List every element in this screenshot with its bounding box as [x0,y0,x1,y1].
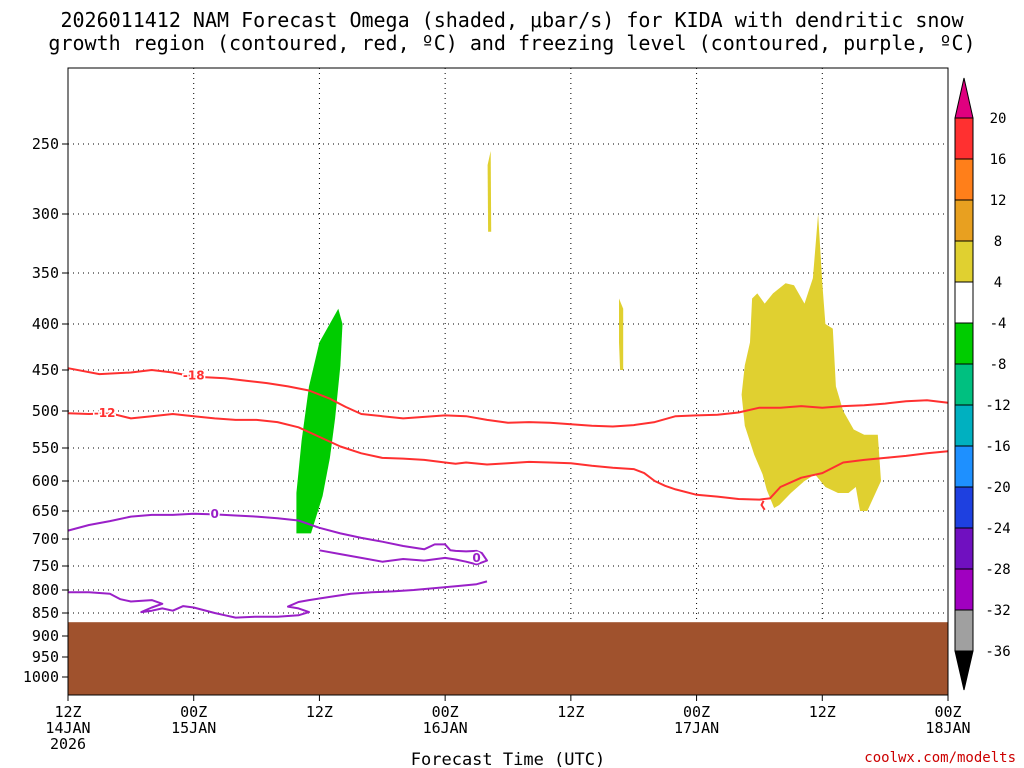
pressure-tick-label: 800 [32,581,59,599]
colorbar-tick-label: -8 [990,357,1007,373]
isotherm-minus12-label: -12 [94,406,116,420]
omega-green-region [296,308,343,534]
x-axis-label: Forecast Time (UTC) [411,750,605,768]
pressure-tick-label: 850 [32,604,59,622]
pressure-tick-label: 500 [32,402,59,420]
time-tick-label: 18JAN [925,719,970,737]
time-tick-label: 12Z [809,703,836,721]
colorbar-tick-label: -36 [985,644,1010,660]
time-tick-label: 2026 [50,735,86,753]
colorbar-segment [954,527,974,570]
pressure-tick-label: 600 [32,472,59,490]
pressure-tick-label: 450 [32,361,59,379]
colorbar-tick-label: -32 [985,603,1010,619]
freezing-level-upper-label: 0 [210,507,218,521]
omega-yellow-region-mid [619,298,624,370]
colorbar-segment [954,322,974,365]
colorbar-segment [954,281,974,324]
time-tick-label: 12Z [306,703,333,721]
chart-title-line-2: growth region (contoured, red, ºC) and f… [48,31,975,55]
colorbar-segment [954,199,974,242]
pressure-tick-label: 950 [32,648,59,666]
pressure-tick-label: 650 [32,502,59,520]
colorbar-tick-label: 12 [990,193,1007,209]
omega-shading-layer [296,151,881,534]
pressure-tick-label: 300 [32,205,59,223]
time-tick-label: 00Z [432,703,459,721]
time-tick-label: 12Z [54,703,81,721]
colorbar-tick-label: 16 [990,152,1007,168]
pressure-tick-label: 400 [32,315,59,333]
freezing-level-upper [67,512,488,566]
colorbar-tick-label: -16 [985,439,1010,455]
pressure-axis: 250 300 350 400 450 500 550 600 650 700 750 800 850 9… [23,135,68,686]
isotherm-minus18-label: -18 [183,369,205,383]
freezing-level-lower-label: 0 [472,551,480,565]
omega-yellow-region-east [741,214,881,511]
pressure-tick-label: 900 [32,627,59,645]
colorbar-tick-label: 8 [994,234,1002,250]
colorbar-segment [954,117,974,160]
colorbar-tick-label: -28 [985,562,1010,578]
colorbar-tick-label: 4 [994,275,1002,291]
isotherm-minus12 [67,412,949,501]
pressure-tick-label: 750 [32,557,59,575]
colorbar-bottom-arrow [954,650,974,691]
freezing-level-lower [68,580,488,619]
colorbar-segment [954,158,974,201]
time-tick-label: 16JAN [423,719,468,737]
colorbar-segment [954,240,974,283]
time-tick-label: 12Z [557,703,584,721]
underground-mask-layer [68,622,948,695]
pressure-tick-label: 1000 [23,668,59,686]
pressure-tick-label: 700 [32,530,59,548]
time-tick-label: 17JAN [674,719,719,737]
colorbar-segment [954,486,974,529]
colorbar-tick-label: -20 [985,480,1010,496]
colorbar-segment [954,568,974,611]
plot-area: -18 -12 0 0 [67,67,949,696]
colorbar-legend: 20 16 12 8 4 -4 -8 -12 -16 -20 -24 -28 -32 -36 [954,77,1011,691]
pressure-tick-label: 350 [32,264,59,282]
colorbar-top-arrow [954,77,974,119]
pressure-tick-label: 250 [32,135,59,153]
colorbar-tick-label: 20 [990,111,1007,127]
chart-title-line-1: 2026011412 NAM Forecast Omega (shaded, μ… [60,8,964,32]
colorbar-segment [954,445,974,488]
omega-yellow-region-top [487,151,492,232]
grid-lines [67,68,949,695]
pressure-tick-label: 550 [32,439,59,457]
time-tick-label: 14JAN [45,719,90,737]
colorbar-tick-label: -24 [985,521,1010,537]
isotherm-minus18 [67,367,949,428]
plot-frame [67,67,949,696]
time-tick-label: 00Z [934,703,961,721]
isotherm-minus12-hook [760,500,766,511]
colorbar-tick-label: -4 [990,316,1007,332]
colorbar-segment [954,609,974,652]
time-tick-label: 00Z [683,703,710,721]
colorbar-segment [954,404,974,447]
colorbar-segment [954,363,974,406]
underground-region [68,622,948,695]
colorbar-tick-label: -12 [985,398,1010,414]
contour-layer: -18 -12 0 0 [67,367,949,619]
credit-text: coolwx.com/modelts [864,750,1016,766]
time-tick-label: 00Z [180,703,207,721]
time-tick-label: 15JAN [171,719,216,737]
